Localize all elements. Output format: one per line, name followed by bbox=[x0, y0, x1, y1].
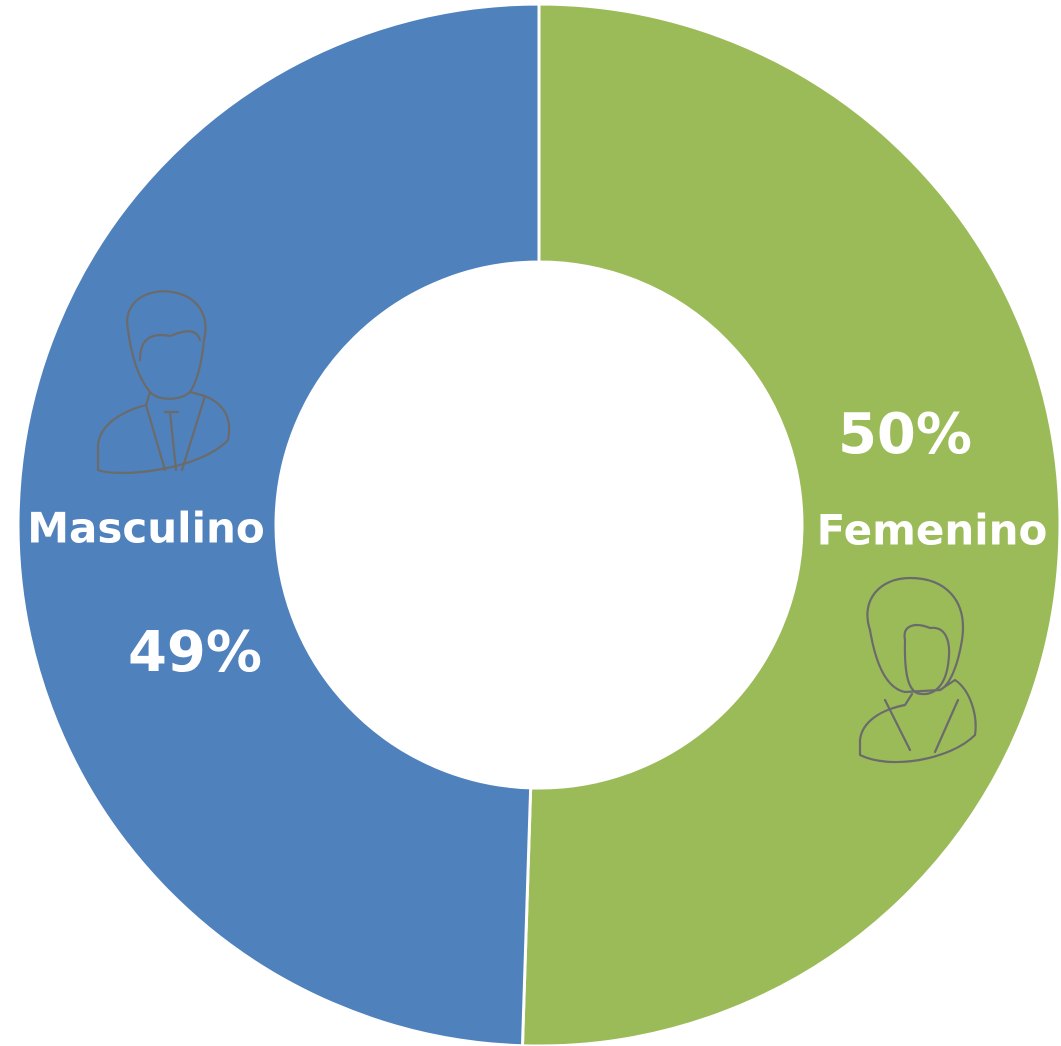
category-label: Masculino bbox=[27, 504, 264, 553]
donut-slice bbox=[520, 2, 1061, 1046]
value-label: 49% bbox=[128, 620, 262, 685]
value-label: 50% bbox=[838, 402, 972, 467]
category-label: Femenino bbox=[817, 506, 1048, 555]
slices bbox=[16, 2, 1061, 1046]
donut-slice bbox=[16, 2, 541, 1046]
female-icon bbox=[858, 576, 977, 764]
male-icon bbox=[96, 290, 231, 475]
